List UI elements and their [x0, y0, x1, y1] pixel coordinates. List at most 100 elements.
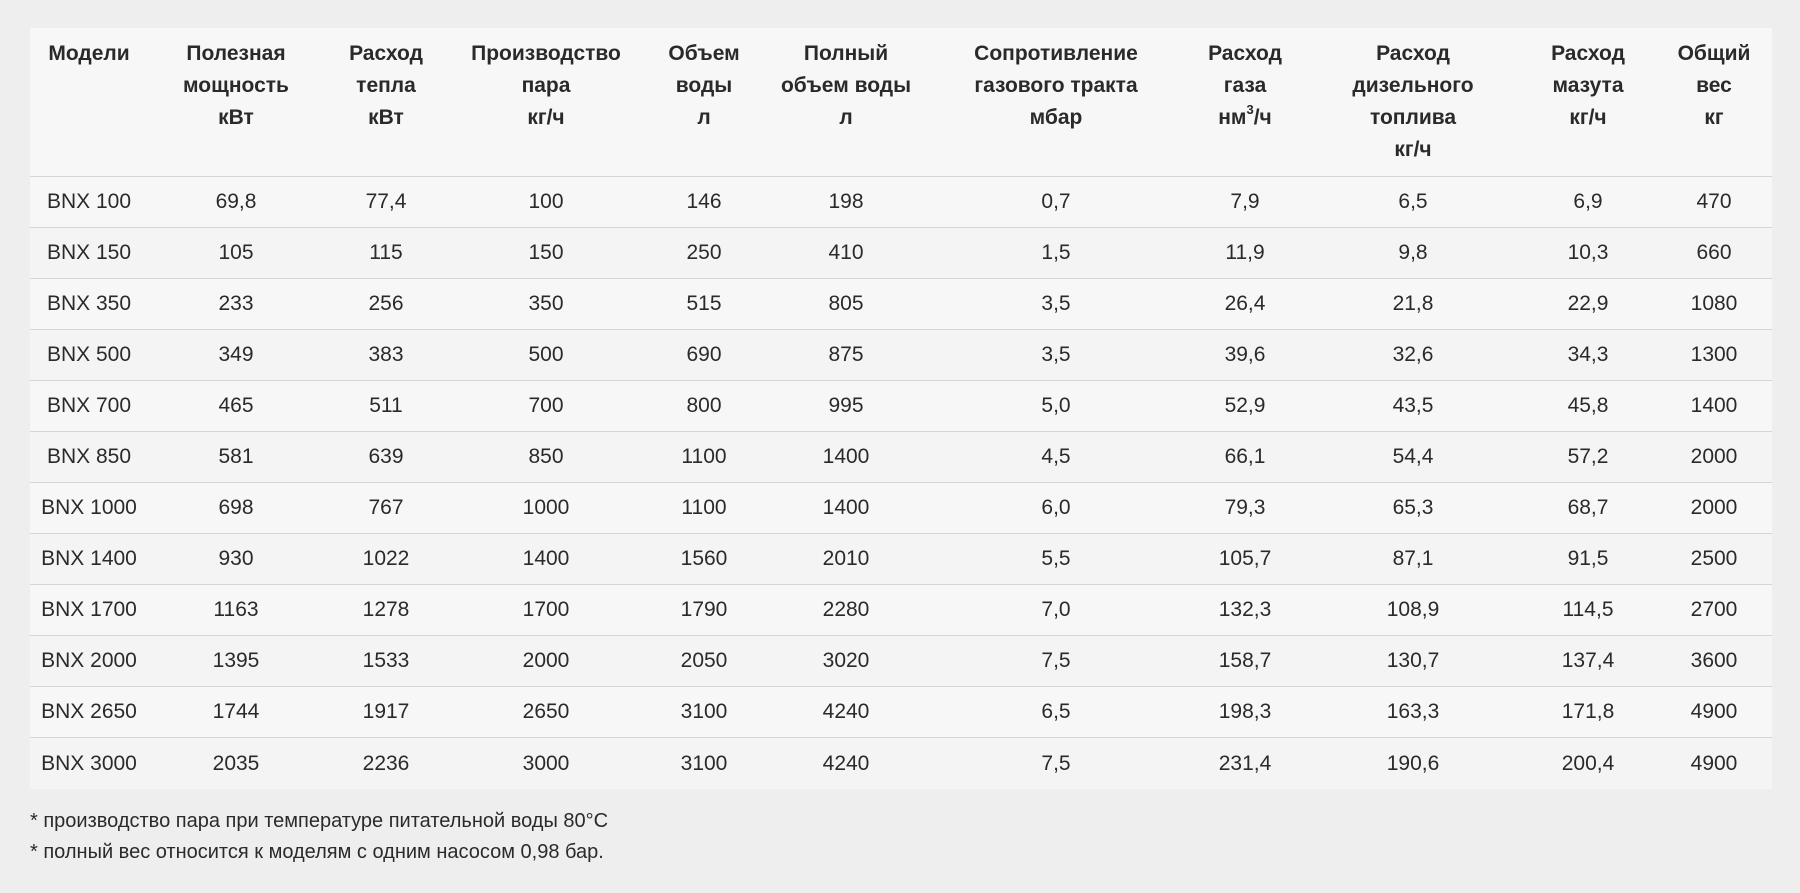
table-cell: 77,4	[324, 176, 448, 228]
table-cell: 805	[764, 278, 928, 330]
table-cell: 1163	[148, 584, 324, 636]
table-cell: 2000	[1656, 482, 1772, 534]
table-cell: 7,9	[1184, 176, 1306, 228]
table-cell: 68,7	[1520, 482, 1656, 534]
table-cell: 465	[148, 380, 324, 432]
table-cell: 5,0	[928, 380, 1184, 432]
table-row: BNX 700 465 511 700 800 995 5,0 52,9 43,5 45,8 140…	[30, 380, 1772, 432]
header-cell-gas-consumption: Расход газа нм3/ч	[1184, 28, 1306, 177]
table-cell: 1100	[644, 431, 764, 483]
table-cell: 7,0	[928, 584, 1184, 636]
table-cell: 800	[644, 380, 764, 432]
table-cell: 1100	[644, 482, 764, 534]
table-cell: 2035	[148, 737, 324, 789]
table-cell: 4240	[764, 686, 928, 738]
table-cell: 2236	[324, 737, 448, 789]
table-cell: 2650	[448, 686, 644, 738]
table-cell: 700	[448, 380, 644, 432]
table-cell: 3600	[1656, 635, 1772, 687]
table-cell: 2700	[1656, 584, 1772, 636]
header-cell-total-water-volume: Полный объем воды л	[764, 28, 928, 177]
table-cell: 79,3	[1184, 482, 1306, 534]
table-cell: 850	[448, 431, 644, 483]
table-cell: 1744	[148, 686, 324, 738]
footnote-total-weight: * полный вес относится к моделям с одним…	[30, 841, 604, 863]
table-cell: 250	[644, 227, 764, 279]
table-row: BNX 1000 698 767 1000 1100 1400 6,0 79,3 65,3 68,…	[30, 482, 1772, 534]
table-cell: 2000	[1656, 431, 1772, 483]
table-cell: 198,3	[1184, 686, 1306, 738]
table-cell: 26,4	[1184, 278, 1306, 330]
table-cell: 639	[324, 431, 448, 483]
table-cell: 3,5	[928, 329, 1184, 381]
table-cell: 4900	[1656, 686, 1772, 738]
table-cell: 115	[324, 227, 448, 279]
model-cell: BNX 100	[30, 176, 148, 228]
table-cell: 515	[644, 278, 764, 330]
model-cell: BNX 1700	[30, 584, 148, 636]
table-cell: 3020	[764, 635, 928, 687]
table-cell: 1400	[1656, 380, 1772, 432]
table-cell: 57,2	[1520, 431, 1656, 483]
table-cell: 87,1	[1306, 533, 1520, 585]
table-cell: 114,5	[1520, 584, 1656, 636]
table-cell: 1,5	[928, 227, 1184, 279]
header-cell-total-weight: Общий вес кг	[1656, 28, 1772, 177]
table-cell: 2500	[1656, 533, 1772, 585]
table-cell: 43,5	[1306, 380, 1520, 432]
table-header-row: Модели Полезная мощность кВт Расход тепл…	[30, 28, 1772, 177]
model-cell: BNX 3000	[30, 737, 148, 789]
table-row: BNX 500 349 383 500 690 875 3,5 39,6 32,6 34,3 130…	[30, 329, 1772, 381]
table-cell: 137,4	[1520, 635, 1656, 687]
table-cell: 2010	[764, 533, 928, 585]
table-cell: 52,9	[1184, 380, 1306, 432]
model-cell: BNX 2000	[30, 635, 148, 687]
table-cell: 2050	[644, 635, 764, 687]
table-cell: 163,3	[1306, 686, 1520, 738]
table-cell: 7,5	[928, 737, 1184, 789]
table-cell: 132,3	[1184, 584, 1306, 636]
table-cell: 130,7	[1306, 635, 1520, 687]
table-row: BNX 350 233 256 350 515 805 3,5 26,4 21,8 22,9 108…	[30, 278, 1772, 330]
table-cell: 1300	[1656, 329, 1772, 381]
table-cell: 690	[644, 329, 764, 381]
table-cell: 1400	[448, 533, 644, 585]
table-cell: 930	[148, 533, 324, 585]
table-cell: 198	[764, 176, 928, 228]
table-cell: 22,9	[1520, 278, 1656, 330]
table-cell: 1790	[644, 584, 764, 636]
model-cell: BNX 1000	[30, 482, 148, 534]
table-cell: 6,5	[1306, 176, 1520, 228]
table-cell: 3100	[644, 737, 764, 789]
table-cell: 383	[324, 329, 448, 381]
table-row: BNX 1400 930 1022 1400 1560 2010 5,5 105,7 87,1 9…	[30, 533, 1772, 585]
header-cell-diesel-consumption: Расход дизельного топлива кг/ч	[1306, 28, 1520, 177]
table-cell: 3,5	[928, 278, 1184, 330]
model-cell: BNX 850	[30, 431, 148, 483]
table-cell: 1000	[448, 482, 644, 534]
table-cell: 171,8	[1520, 686, 1656, 738]
footnote-steam-output: * производство пара при температуре пита…	[30, 810, 609, 832]
table-cell: 410	[764, 227, 928, 279]
table-cell: 100	[448, 176, 644, 228]
table-cell: 1080	[1656, 278, 1772, 330]
header-cell-model: Модели	[30, 28, 148, 177]
table-cell: 349	[148, 329, 324, 381]
table-cell: 6,9	[1520, 176, 1656, 228]
table-cell: 0,7	[928, 176, 1184, 228]
table-cell: 91,5	[1520, 533, 1656, 585]
header-cell-steam-output: Производство пара кг/ч	[448, 28, 644, 177]
table-cell: 105,7	[1184, 533, 1306, 585]
table-cell: 1533	[324, 635, 448, 687]
table-cell: 3000	[448, 737, 644, 789]
model-cell: BNX 150	[30, 227, 148, 279]
model-cell: BNX 500	[30, 329, 148, 381]
table-cell: 767	[324, 482, 448, 534]
table-cell: 2280	[764, 584, 928, 636]
table-cell: 875	[764, 329, 928, 381]
model-cell: BNX 350	[30, 278, 148, 330]
table-cell: 150	[448, 227, 644, 279]
table-cell: 698	[148, 482, 324, 534]
table-cell: 108,9	[1306, 584, 1520, 636]
table-cell: 105	[148, 227, 324, 279]
